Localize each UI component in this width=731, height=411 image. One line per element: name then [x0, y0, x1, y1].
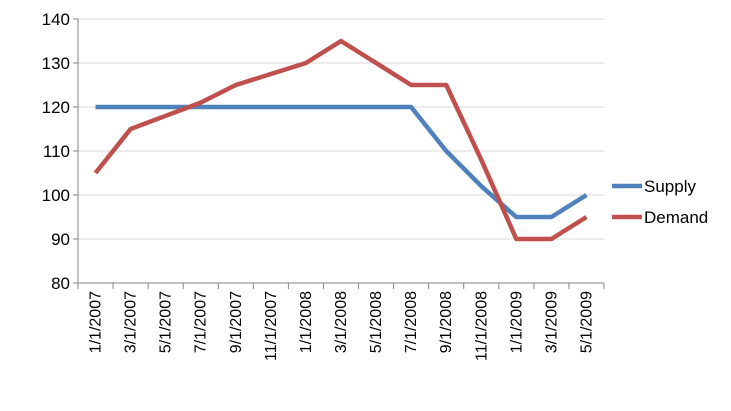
series-lines: [93, 38, 588, 242]
x-axis-tick-labels: 1/1/2007 3/1/2007 5/1/2007 7/1/2007 9/1/2007…: [88, 291, 596, 361]
x-tick-label: 11/1/2008: [473, 291, 490, 361]
axes: [73, 18, 605, 289]
x-tick-label: 5/1/2009: [578, 291, 595, 353]
y-tick-label: 130: [42, 54, 70, 73]
y-tick-label: 100: [42, 186, 70, 205]
y-tick-label: 90: [51, 230, 70, 249]
legend: Supply Demand: [612, 177, 708, 227]
x-tick-label: 9/1/2008: [438, 291, 455, 353]
legend-label-demand: Demand: [644, 208, 708, 227]
series-line-supply: [95, 104, 588, 220]
y-tick-label: 80: [51, 274, 70, 293]
gridlines: [78, 18, 604, 240]
x-tick-label: 9/1/2007: [228, 291, 245, 353]
x-tick-label: 1/1/2008: [298, 291, 315, 353]
x-tick-label: 1/1/2009: [508, 291, 525, 353]
x-tick-label: 7/1/2008: [403, 291, 420, 353]
x-tick-label: 5/1/2008: [368, 291, 385, 353]
y-tick-label: 110: [43, 142, 70, 161]
x-tick-label: 1/1/2007: [88, 291, 105, 353]
y-tick-label: 120: [42, 98, 70, 117]
x-tick-label: 5/1/2007: [158, 291, 175, 353]
x-tick-label: 11/1/2007: [263, 291, 280, 361]
legend-label-supply: Supply: [644, 177, 696, 196]
y-tick-label: 140: [42, 10, 70, 29]
x-tick-label: 7/1/2007: [193, 291, 210, 353]
x-tick-label: 3/1/2008: [333, 291, 350, 353]
x-tick-label: 3/1/2007: [123, 291, 140, 353]
series-line-demand: [93, 38, 588, 242]
x-tick-label: 3/1/2009: [543, 291, 560, 353]
y-axis-tick-labels: 80 90 100 110 120 130 140: [42, 10, 70, 293]
